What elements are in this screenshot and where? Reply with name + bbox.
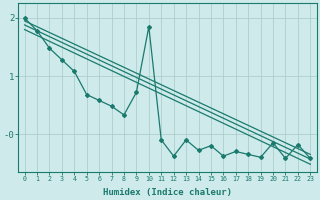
X-axis label: Humidex (Indice chaleur): Humidex (Indice chaleur)	[103, 188, 232, 197]
